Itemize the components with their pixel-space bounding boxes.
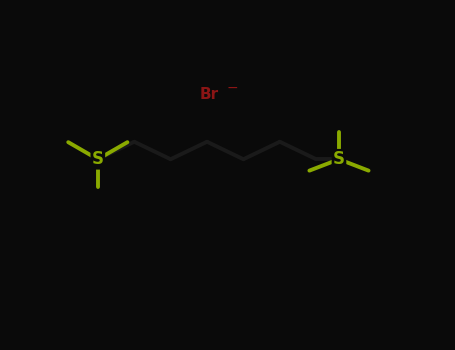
Text: −: − <box>226 80 238 94</box>
Text: S: S <box>333 150 345 168</box>
Text: S: S <box>92 150 104 168</box>
Text: Br: Br <box>200 87 219 102</box>
